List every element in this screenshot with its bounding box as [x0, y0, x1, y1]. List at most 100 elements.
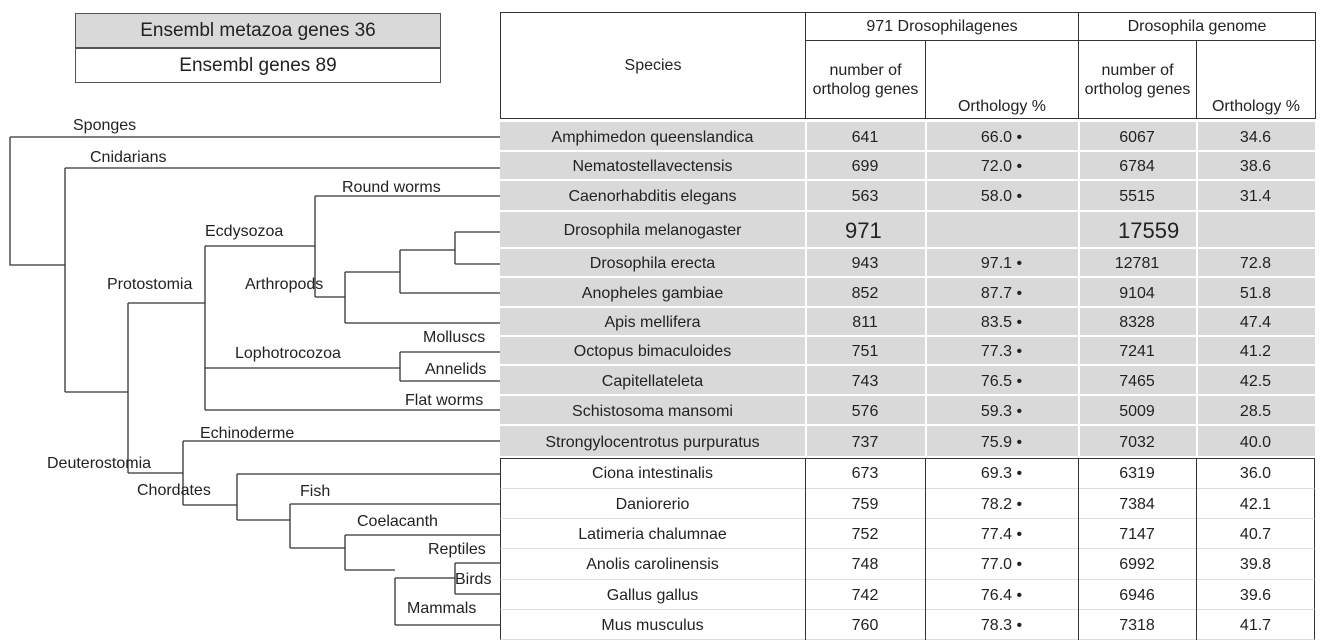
column-divider	[1196, 152, 1198, 181]
value-cell: 6319	[1119, 465, 1155, 482]
column-divider	[1196, 458, 1197, 489]
column-divider	[805, 181, 807, 212]
value-cell: 39.8	[1239, 556, 1272, 573]
species-cell: Drosophila melanogaster	[563, 222, 742, 239]
column-divider	[925, 212, 927, 249]
value-cell: 5515	[1119, 188, 1155, 205]
value-cell: 59.3 •	[980, 402, 1023, 420]
column-divider	[1078, 152, 1080, 181]
species-cell: Ciona intestinalis	[592, 465, 713, 482]
value-cell: 5009	[1119, 402, 1155, 420]
column-divider	[1078, 519, 1079, 549]
column-divider	[925, 278, 927, 308]
table-row	[500, 181, 1315, 212]
table-row	[500, 249, 1315, 278]
column-divider	[1196, 337, 1198, 366]
column-divider	[805, 489, 806, 519]
column-divider	[925, 458, 926, 489]
column-divider	[805, 249, 807, 278]
column-divider	[805, 366, 807, 396]
species-cell: Gallus gallus	[606, 586, 699, 604]
column-divider	[1078, 458, 1079, 489]
column-divider	[925, 396, 927, 426]
table-row	[500, 152, 1315, 181]
value-cell: 17559	[1118, 218, 1180, 243]
clade-label: Cnidarians	[90, 149, 167, 166]
tree-branches	[9, 136, 500, 626]
column-divider	[1196, 308, 1198, 337]
column-divider	[805, 212, 807, 249]
tree	[9, 136, 500, 626]
column-divider	[1078, 249, 1080, 278]
header-cell: number of ortholog genes	[805, 40, 926, 119]
column-divider	[1196, 426, 1198, 458]
value-cell: 76.4 •	[980, 586, 1023, 604]
value-cell: 42.5	[1239, 372, 1272, 390]
table-row	[500, 212, 1315, 249]
column-divider	[1078, 610, 1079, 640]
column-divider	[1078, 278, 1080, 308]
species-cell: Octopus bimaculoides	[573, 343, 732, 360]
column-divider	[805, 122, 807, 152]
species-cell: Caenorhabditis elegans	[568, 188, 737, 205]
column-divider	[1078, 396, 1080, 426]
clade-label: Molluscs	[423, 329, 486, 346]
column-divider	[805, 152, 807, 181]
clade-label: Chordates	[137, 482, 211, 499]
column-divider	[925, 122, 927, 152]
value-cell: 752	[851, 525, 879, 543]
table-row	[500, 122, 1315, 152]
column-divider	[805, 308, 807, 337]
value-cell: 36.0	[1239, 465, 1272, 482]
value-cell: 47.4	[1239, 314, 1272, 331]
column-divider	[1196, 549, 1197, 580]
value-cell: 7318	[1119, 616, 1155, 634]
value-cell: 6784	[1119, 158, 1155, 175]
value-cell: 576	[851, 402, 879, 420]
table-row	[500, 366, 1315, 396]
clade-label: Ecdysozoa	[205, 223, 284, 240]
header-cell: Drosophila genome	[1078, 12, 1316, 41]
value-cell: 9104	[1119, 284, 1155, 302]
clade-label: Protostomia	[107, 276, 193, 293]
value-cell: 852	[851, 284, 879, 302]
column-divider	[1196, 181, 1198, 212]
table-row	[500, 519, 1315, 549]
column-divider	[1196, 278, 1198, 308]
value-cell: 742	[851, 586, 879, 604]
value-cell: 83.5 •	[980, 314, 1023, 331]
clade-label: Birds	[455, 571, 492, 588]
column-divider	[1196, 489, 1197, 519]
column-divider	[925, 610, 926, 640]
column-divider	[1078, 366, 1080, 396]
value-cell: 7465	[1119, 372, 1155, 390]
column-divider	[1078, 580, 1079, 610]
species-cell: Latimeria chalumnae	[578, 525, 727, 543]
value-cell: 743	[851, 372, 879, 390]
column-divider	[1078, 212, 1080, 249]
value-cell: 971	[845, 218, 882, 243]
column-divider	[925, 426, 927, 458]
value-cell: 40.0	[1239, 433, 1272, 451]
value-cell: 563	[851, 188, 879, 205]
value-cell: 77.4 •	[980, 525, 1023, 543]
table-row	[500, 337, 1315, 366]
clade-label: Deuterostomia	[47, 455, 152, 472]
column-divider	[1078, 337, 1080, 366]
column-divider	[805, 458, 806, 489]
column-divider	[925, 519, 926, 549]
column-divider	[1078, 308, 1080, 337]
column-divider	[925, 249, 927, 278]
clade-label: Reptiles	[428, 541, 486, 558]
header-cell: Orthology %	[1196, 40, 1316, 119]
species-cell: Strongylocentrotus purpuratus	[545, 433, 760, 451]
value-cell: 39.6	[1239, 586, 1272, 604]
column-divider	[805, 337, 807, 366]
column-divider	[925, 152, 927, 181]
value-cell: 31.4	[1239, 188, 1272, 205]
column-divider	[1196, 580, 1197, 610]
value-cell: 58.0 •	[980, 188, 1023, 205]
value-cell: 6067	[1119, 128, 1155, 146]
clade-label: Round worms	[342, 179, 441, 196]
value-cell: 641	[851, 128, 879, 146]
